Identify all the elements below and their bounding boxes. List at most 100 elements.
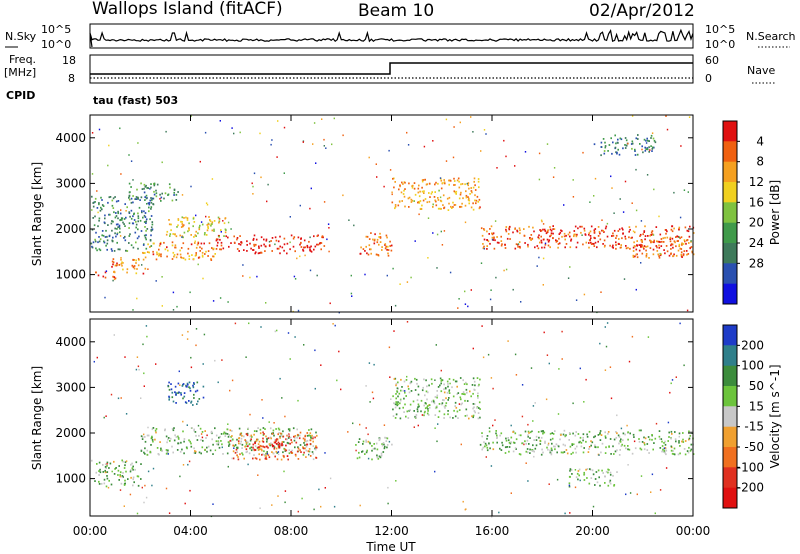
data-cell xyxy=(589,468,591,470)
data-cell xyxy=(166,255,168,258)
data-cell xyxy=(195,450,197,453)
colorbar-tick-label: 12 xyxy=(749,175,764,189)
data-cell xyxy=(543,431,546,434)
data-cell xyxy=(90,242,93,245)
data-cell xyxy=(177,435,179,438)
noise-cell xyxy=(678,435,680,438)
data-cell xyxy=(378,455,381,458)
data-cell xyxy=(383,447,386,450)
data-cell xyxy=(524,242,526,244)
data-cell xyxy=(578,441,580,444)
data-cell xyxy=(273,434,275,437)
data-cell xyxy=(604,141,606,144)
data-cell xyxy=(446,391,449,394)
data-cell xyxy=(195,254,197,256)
data-cell xyxy=(133,265,136,267)
colorbar-swatch xyxy=(723,365,737,387)
data-cell xyxy=(424,178,426,181)
data-cell xyxy=(478,207,481,210)
data-cell xyxy=(133,267,136,270)
data-cell xyxy=(95,231,97,234)
noise-cell xyxy=(260,326,262,328)
noise-cell xyxy=(155,280,157,282)
noise-cell xyxy=(404,390,406,392)
data-cell xyxy=(426,406,428,409)
colorbar-swatch xyxy=(723,243,737,264)
data-cell xyxy=(505,439,508,442)
data-cell xyxy=(116,232,119,235)
data-cell xyxy=(137,484,140,487)
noise-cell xyxy=(395,480,397,482)
data-cell xyxy=(518,434,521,437)
data-cell xyxy=(565,243,568,245)
data-cell xyxy=(140,196,143,199)
noise-cell xyxy=(520,301,522,303)
data-cell xyxy=(128,211,130,214)
data-cell xyxy=(416,408,419,411)
data-cell xyxy=(245,441,248,444)
x-tick-label: 04:00 xyxy=(173,524,208,538)
data-cell xyxy=(385,437,388,439)
data-cell xyxy=(612,232,614,235)
data-cell xyxy=(540,436,543,439)
noise-cell xyxy=(546,354,549,356)
noise-cell xyxy=(351,295,353,297)
data-cell xyxy=(633,436,635,438)
data-cell xyxy=(658,244,660,247)
data-cell xyxy=(158,248,160,251)
noise-cell xyxy=(132,309,134,311)
noise-cell xyxy=(625,493,627,496)
noise-cell xyxy=(110,393,113,396)
data-cell xyxy=(257,443,260,446)
data-cell xyxy=(417,406,419,409)
data-cell xyxy=(117,200,120,202)
data-cell xyxy=(250,438,252,441)
data-cell xyxy=(486,449,489,452)
data-cell xyxy=(96,463,98,465)
data-cell xyxy=(312,458,315,461)
data-cell xyxy=(514,228,516,230)
data-cell xyxy=(315,431,317,434)
noise-cell xyxy=(313,508,315,511)
noise-cell xyxy=(394,304,397,307)
data-cell xyxy=(111,199,114,202)
data-cell xyxy=(243,435,245,438)
data-cell xyxy=(573,233,575,236)
data-cell xyxy=(142,244,145,246)
x-tick-label: 00:00 xyxy=(73,524,108,538)
data-cell xyxy=(624,144,626,146)
data-cell xyxy=(182,397,184,400)
data-cell xyxy=(604,244,606,247)
data-cell xyxy=(175,235,178,238)
data-cell xyxy=(580,441,583,444)
data-cell xyxy=(106,461,109,464)
data-cell xyxy=(459,206,461,208)
data-cell xyxy=(613,484,616,486)
data-cell xyxy=(534,246,536,249)
data-cell xyxy=(294,453,297,456)
noise-cell xyxy=(283,470,285,473)
data-cell xyxy=(238,250,240,252)
data-cell xyxy=(181,216,184,219)
data-cell xyxy=(454,380,457,383)
data-cell xyxy=(478,186,480,189)
colorbar-tick-label: 15 xyxy=(749,399,764,413)
data-cell xyxy=(112,220,114,223)
data-cell xyxy=(194,450,196,452)
noise-cell xyxy=(296,257,298,260)
nave-tick-top: 60 xyxy=(705,54,719,67)
data-cell xyxy=(646,148,649,151)
data-cell xyxy=(144,256,147,259)
data-cell xyxy=(196,381,199,384)
data-cell xyxy=(144,185,147,188)
data-cell xyxy=(568,439,570,441)
data-cell xyxy=(419,207,422,210)
data-cell xyxy=(460,398,462,401)
data-cell xyxy=(684,440,687,442)
data-cell xyxy=(126,206,128,209)
data-cell xyxy=(208,242,211,245)
data-cell xyxy=(509,442,512,445)
y-tick-label: 4000 xyxy=(55,335,86,349)
data-cell xyxy=(290,439,292,441)
noise-cell xyxy=(204,131,207,134)
